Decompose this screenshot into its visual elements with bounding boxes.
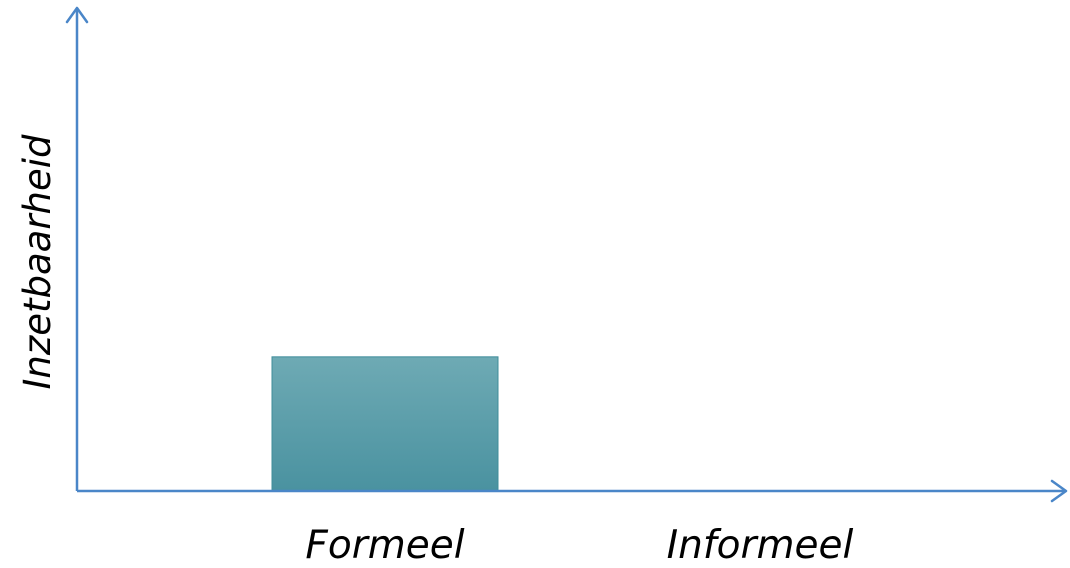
category-labels: Formeel Informeel	[305, 523, 853, 568]
y-axis-arrow	[65, 6, 89, 24]
category-label-formeel: Formeel	[305, 523, 464, 568]
y-axis-label: Inzetbaarheid	[16, 134, 59, 390]
bars-group	[271, 356, 499, 492]
category-label-informeel: Informeel	[667, 523, 854, 568]
bar-formeel	[271, 356, 499, 492]
x-axis-arrow	[1050, 479, 1068, 503]
